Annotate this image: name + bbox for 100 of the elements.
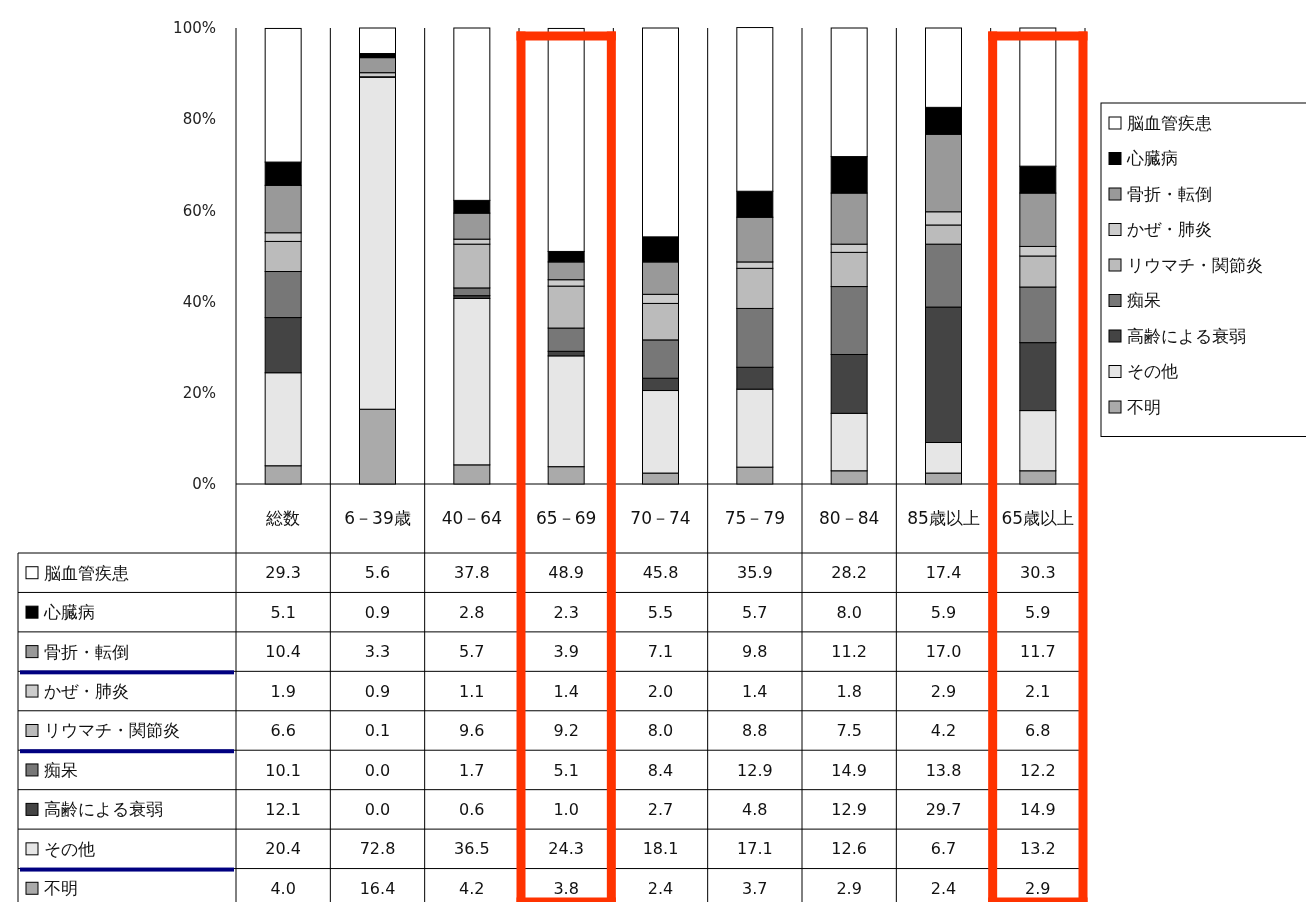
data-label: 12.2 <box>1020 760 1056 780</box>
data-label: 1.1 <box>459 681 485 701</box>
data-label: 14.9 <box>1020 799 1056 819</box>
x-tick-label: 65歳以上 <box>1001 508 1075 529</box>
legend-label: 高齢による衰弱 <box>1127 325 1246 346</box>
data-label: 17.1 <box>737 839 773 859</box>
text: 不明 <box>44 878 78 899</box>
data-label: 2.8 <box>459 602 485 622</box>
data-label: 0.0 <box>364 799 391 819</box>
data-label: 2.0 <box>647 681 674 701</box>
data-label: 3.9 <box>553 642 579 662</box>
y-tick-label: 0% <box>192 475 216 494</box>
data-label: 0.9 <box>364 681 391 701</box>
data-label: 1.4 <box>553 681 579 701</box>
data-label: 7.1 <box>647 642 674 662</box>
data-label: 24.3 <box>548 839 584 859</box>
data-label: 0.6 <box>459 799 485 819</box>
x-tick-label: 80－84 <box>819 508 880 529</box>
x-tick-label: 65－69 <box>536 508 597 529</box>
data-label: 45.8 <box>642 563 679 583</box>
data-label: 6.7 <box>930 839 957 859</box>
data-label: 72.8 <box>359 839 396 859</box>
text: 心臓病 <box>44 602 95 623</box>
data-label: 1.4 <box>742 681 768 701</box>
text: 骨折・転倒 <box>44 641 129 662</box>
data-label: 36.5 <box>454 839 490 859</box>
data-label: 0.0 <box>364 760 391 780</box>
y-tick-label: 20% <box>182 384 216 403</box>
data-label: 3.7 <box>742 878 768 898</box>
x-tick-label: 総数 <box>265 508 301 529</box>
data-label: 18.1 <box>642 839 679 859</box>
data-label: 6.8 <box>1025 721 1051 741</box>
data-label: 29.7 <box>925 799 962 819</box>
data-label: 16.4 <box>359 878 396 898</box>
data-label: 7.5 <box>836 721 862 741</box>
data-label: 4.8 <box>742 799 768 819</box>
text: 脳血管疾患 <box>44 562 129 583</box>
data-label: 14.9 <box>831 760 867 780</box>
data-label: 8.8 <box>742 721 768 741</box>
legend-label: 痴呆 <box>1127 290 1161 311</box>
data-label: 2.4 <box>647 878 674 898</box>
data-label: 13.2 <box>1020 839 1056 859</box>
x-tick-label: 70－74 <box>630 508 691 529</box>
y-tick-label: 40% <box>182 292 216 311</box>
text: その他 <box>44 838 95 859</box>
data-label: 10.4 <box>265 642 301 662</box>
legend-label: 不明 <box>1127 396 1161 417</box>
x-tick-label: 40－64 <box>441 508 502 529</box>
x-tick-label: 6－39歳 <box>344 508 411 529</box>
data-label: 1.7 <box>459 760 485 780</box>
data-label: 9.8 <box>742 642 768 662</box>
data-label: 5.9 <box>930 602 957 622</box>
x-tick-label: 85歳以上 <box>907 508 980 529</box>
data-label: 37.8 <box>454 563 490 583</box>
data-label: 11.2 <box>831 642 867 662</box>
data-label: 3.3 <box>364 642 391 662</box>
data-label: 5.6 <box>364 563 391 583</box>
data-label: 4.2 <box>459 878 485 898</box>
legend-label: 心臓病 <box>1126 148 1178 169</box>
data-label: 2.9 <box>930 681 957 701</box>
data-label: 12.1 <box>265 799 301 819</box>
data-label: 4.0 <box>270 878 296 898</box>
data-label: 12.9 <box>831 799 867 819</box>
data-label: 0.1 <box>364 721 391 741</box>
bar <box>359 27 396 55</box>
data-label: 30.3 <box>1020 563 1056 583</box>
data-label: 17.4 <box>925 563 962 583</box>
data-label: 8.0 <box>836 602 862 622</box>
data-label: 2.4 <box>930 878 957 898</box>
bar <box>359 57 396 74</box>
legend-label: かぜ・肺炎 <box>1127 219 1212 240</box>
legend-label: その他 <box>1127 361 1178 382</box>
data-label: 13.8 <box>925 760 962 780</box>
data-label: 5.1 <box>553 760 579 780</box>
data-label: 1.9 <box>270 681 296 701</box>
data-label: 28.2 <box>831 563 867 583</box>
data-label: 8.0 <box>647 721 674 741</box>
data-label: 5.1 <box>270 602 296 622</box>
data-label: 0.9 <box>364 602 391 622</box>
y-tick-label: 80% <box>182 110 216 129</box>
data-label: 12.9 <box>737 760 773 780</box>
data-label: 5.7 <box>742 602 768 622</box>
data-label: 2.7 <box>647 799 674 819</box>
x-tick-label: 75－79 <box>724 508 785 529</box>
legend-label: リウマチ・関節炎 <box>1127 254 1263 275</box>
data-label: 17.0 <box>925 642 962 662</box>
text: かぜ・肺炎 <box>44 681 129 702</box>
data-label: 2.9 <box>1025 878 1051 898</box>
text: 高齢による衰弱 <box>44 799 163 820</box>
y-tick-label: 100% <box>173 19 216 38</box>
data-label: 4.2 <box>930 721 957 741</box>
y-tick-label: 60% <box>182 201 216 220</box>
data-label: 10.1 <box>265 760 301 780</box>
data-label: 6.6 <box>270 721 296 741</box>
data-label: 3.8 <box>553 878 579 898</box>
data-label: 8.4 <box>647 760 674 780</box>
data-label: 9.6 <box>459 721 485 741</box>
data-label: 1.8 <box>836 681 862 701</box>
data-label: 5.7 <box>459 642 485 662</box>
data-label: 12.6 <box>831 839 867 859</box>
